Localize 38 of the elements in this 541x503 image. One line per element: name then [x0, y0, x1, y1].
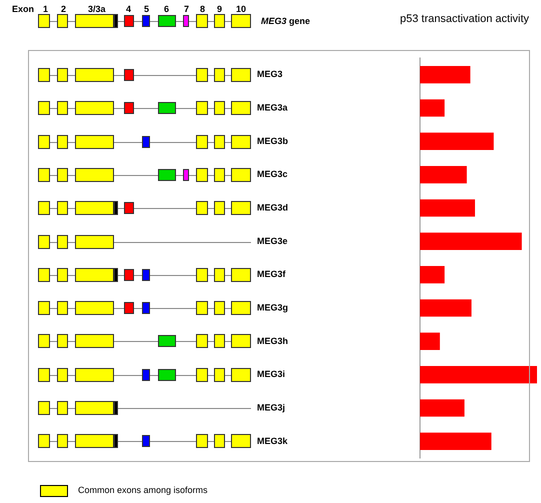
bar: [420, 166, 467, 184]
bar: [420, 232, 522, 250]
text: 1: [43, 4, 48, 15]
bar: [420, 432, 492, 450]
y-tick-label: MEG3d: [257, 202, 288, 212]
text: 7: [184, 4, 190, 15]
y-tick-label: MEG3c: [257, 169, 288, 180]
y-tick-label: MEG3j: [257, 402, 286, 412]
y-tick-label: MEG3a: [257, 102, 289, 112]
y-tick-label: MEG3e: [257, 236, 288, 246]
bar: [420, 299, 472, 317]
text: Exon: [12, 4, 34, 15]
text: 10: [236, 4, 246, 15]
chart-title: p53 transactivation activity: [400, 13, 530, 25]
bar: [420, 99, 445, 117]
bar: [420, 66, 470, 84]
text: 4: [126, 4, 132, 15]
bar: [420, 266, 445, 284]
y-tick-label: MEG3k: [257, 436, 289, 446]
bar: [420, 399, 464, 417]
y-tick-label: MEG3h: [257, 336, 288, 346]
text: MEG3 gene: [261, 16, 310, 27]
y-tick-label: MEG3g: [257, 302, 288, 312]
bar: [420, 132, 494, 150]
y-tick-label: MEG3b: [257, 136, 289, 146]
text: Common exons among isoforms: [78, 485, 208, 496]
y-tick-label: MEG3f: [257, 269, 287, 280]
y-tick-label: MEG3i: [257, 369, 286, 380]
text: 8: [200, 4, 206, 15]
y-tick-label: MEG3: [257, 69, 283, 80]
text: 3/3a: [88, 4, 106, 15]
bar: [420, 366, 537, 384]
text: 9: [217, 4, 222, 15]
text: 6: [164, 4, 170, 15]
text: 2: [61, 4, 66, 15]
bar: [420, 332, 440, 350]
text: 5: [144, 4, 150, 15]
bar: [420, 199, 475, 217]
